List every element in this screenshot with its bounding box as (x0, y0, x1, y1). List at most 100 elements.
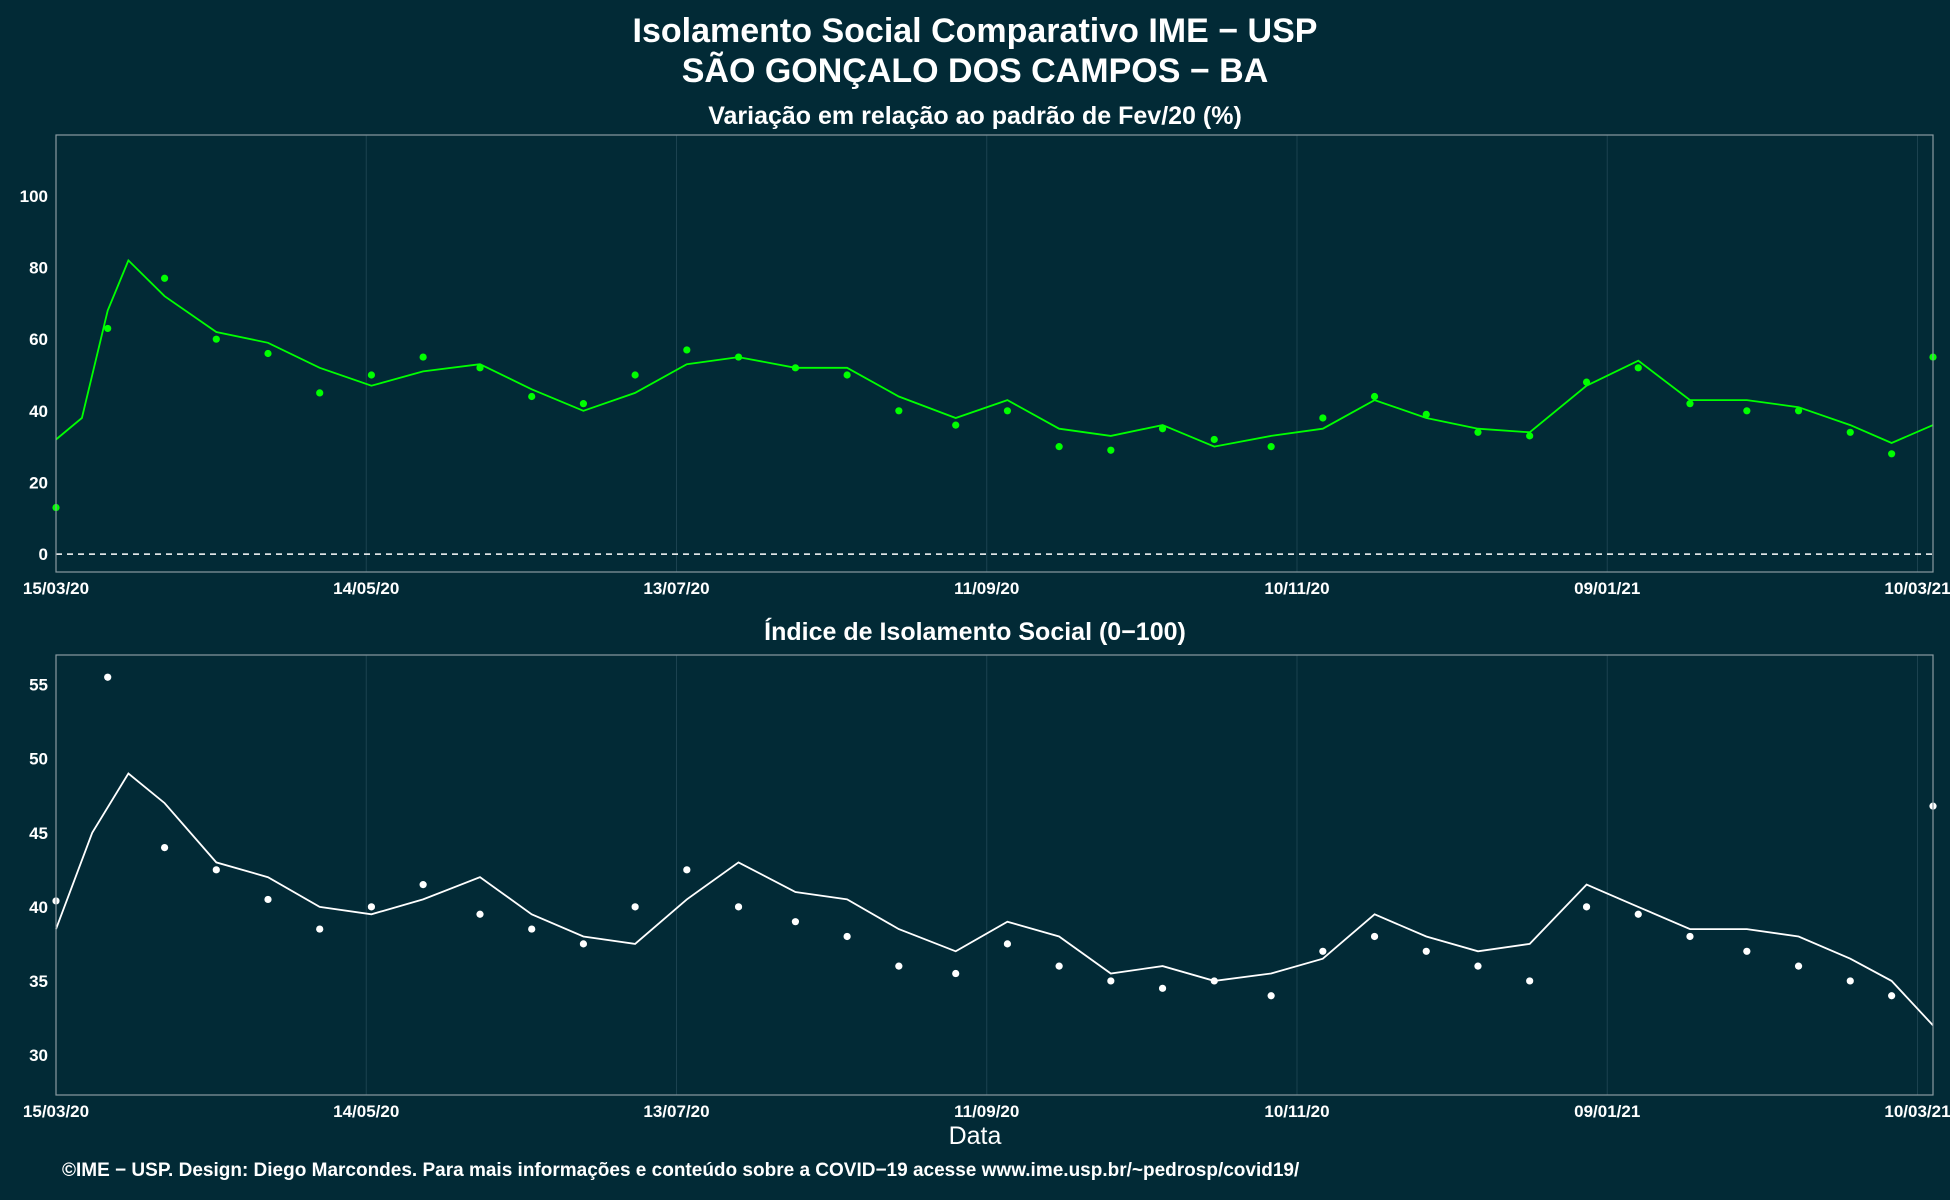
data-point (1743, 947, 1751, 955)
data-point (1526, 432, 1534, 440)
data-point (791, 918, 800, 926)
data-point (1319, 414, 1327, 422)
x-tick-label: 14/05/20 (333, 579, 399, 598)
x-tick-label: 13/07/20 (643, 1102, 709, 1121)
data-point (1634, 364, 1642, 372)
data-point (1267, 992, 1275, 1000)
x-tick-label: 15/03/20 (23, 579, 89, 598)
y-tick-label: 80 (29, 259, 48, 278)
data-point (1474, 962, 1482, 970)
x-tick-label: 11/09/20 (954, 1102, 1019, 1121)
chart-title-line-2: SÃO GONÇALO DOS CAMPOS − BA (681, 52, 1269, 90)
data-point (316, 389, 324, 397)
y-tick-label: 50 (29, 750, 48, 769)
y-tick-label: 40 (29, 898, 48, 917)
data-point (1055, 443, 1063, 451)
data-point (843, 371, 851, 379)
data-point (895, 407, 903, 415)
data-point (1107, 977, 1115, 985)
data-point (1003, 940, 1012, 948)
data-point (1526, 977, 1534, 985)
bottom-panel-title: Índice de Isolamento Social (0−100) (764, 618, 1186, 646)
data-point (212, 866, 220, 874)
moving-average-line (55, 258, 1934, 448)
data-point (1370, 392, 1379, 401)
data-point (683, 346, 691, 354)
data-point (1794, 962, 1803, 970)
data-point (1686, 932, 1694, 941)
x-tick-label: 09/01/21 (1574, 1102, 1640, 1121)
data-point (1474, 428, 1482, 436)
y-tick-label: 35 (29, 972, 48, 991)
data-point (1055, 962, 1063, 970)
data-point (683, 866, 691, 874)
data-point (316, 925, 324, 933)
data-point (528, 925, 536, 933)
data-point (1210, 435, 1218, 444)
x-tick-label: 15/03/20 (23, 1102, 89, 1121)
data-point (952, 421, 960, 429)
top-panel-title: Variação em relação ao padrão de Fev/20 … (708, 102, 1242, 130)
data-point (1422, 947, 1430, 955)
y-tick-label: 20 (29, 473, 48, 492)
y-tick-label: 40 (29, 402, 48, 421)
data-point (579, 940, 588, 948)
data-point (367, 371, 376, 379)
data-point (734, 903, 743, 911)
data-point (631, 903, 639, 911)
x-tick-label: 10/11/20 (1264, 579, 1329, 598)
data-point (1158, 984, 1167, 992)
moving-average-line (55, 772, 1934, 1027)
data-point (952, 969, 960, 978)
data-point (1888, 992, 1896, 1000)
y-tick-label: 0 (39, 545, 48, 564)
credit-footer: ©IME − USP. Design: Diego Marcondes. Par… (62, 1160, 1300, 1181)
data-point (1582, 903, 1591, 911)
plot-frame (55, 654, 1934, 1096)
data-point (419, 353, 427, 361)
data-point (528, 392, 536, 401)
data-point (476, 910, 484, 918)
x-tick-label: 11/09/20 (954, 579, 1019, 598)
y-tick-label: 55 (29, 676, 48, 695)
plot-frame (55, 134, 1934, 573)
data-point (264, 895, 272, 904)
data-point (419, 881, 427, 889)
data-point (1003, 407, 1012, 415)
data-point (843, 932, 851, 941)
data-point (104, 673, 112, 681)
data-point (1846, 977, 1854, 985)
data-point (160, 843, 169, 852)
y-tick-label: 60 (29, 330, 48, 349)
x-tick-label: 10/11/20 (1264, 1102, 1329, 1121)
x-tick-label: 14/05/20 (333, 1102, 399, 1121)
data-point (579, 400, 588, 408)
data-point (160, 274, 169, 282)
data-point (1370, 932, 1379, 941)
data-point (1422, 410, 1430, 418)
data-point (1888, 450, 1896, 458)
x-tick-label: 09/01/21 (1574, 579, 1640, 598)
y-tick-label: 30 (29, 1046, 48, 1065)
x-tick-label: 10/03/21 (1884, 579, 1950, 598)
data-point (631, 371, 639, 379)
data-point (1158, 425, 1167, 433)
data-point (1267, 443, 1275, 451)
data-point (1686, 400, 1694, 408)
data-point (1634, 910, 1642, 918)
data-point (1107, 446, 1115, 454)
data-point (895, 962, 903, 970)
chart-title-line-1: Isolamento Social Comparativo IME − USP (632, 12, 1318, 50)
data-point (104, 324, 112, 333)
y-tick-label: 45 (29, 824, 48, 843)
data-point (212, 335, 220, 343)
data-point (367, 903, 376, 911)
x-axis-label: Data (948, 1122, 1002, 1150)
x-tick-label: 13/07/20 (643, 579, 709, 598)
data-point (1794, 407, 1803, 415)
data-point (1846, 428, 1854, 436)
x-tick-label: 10/03/21 (1884, 1102, 1950, 1121)
data-point (264, 349, 272, 358)
data-point (1743, 407, 1751, 415)
